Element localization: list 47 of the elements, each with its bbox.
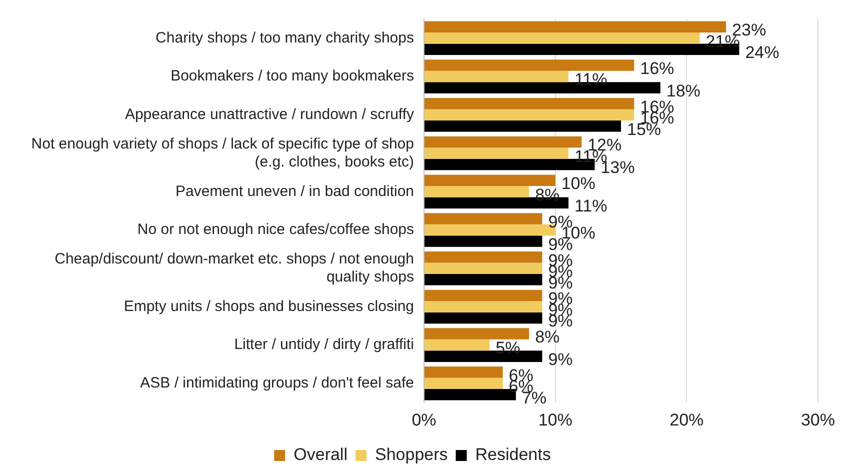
- bar: [424, 290, 542, 302]
- x-tick-label: 30%: [800, 410, 836, 430]
- y-tick-label: Charity shops / too many charity shops: [156, 29, 414, 46]
- bar: [424, 120, 621, 132]
- bar: [424, 109, 634, 121]
- data-label: 8%: [535, 327, 560, 346]
- bar: [424, 70, 568, 82]
- bar: [424, 301, 542, 312]
- bar: [424, 148, 568, 159]
- bar: [424, 186, 530, 198]
- y-tick-label: ASB / intimidating groups / don't feel safe: [140, 374, 414, 392]
- bar: [424, 136, 582, 148]
- legend-label: Residents: [475, 445, 551, 464]
- data-label: 9%: [548, 350, 573, 369]
- data-label: 24%: [745, 43, 780, 62]
- data-label: 16%: [640, 58, 674, 78]
- y-tick-label: Cheap/discount/ down-market etc. shops / not enough quality shops: [54, 250, 414, 286]
- bar: [424, 32, 700, 44]
- bar: [424, 378, 503, 390]
- bar: [424, 312, 542, 324]
- bar: [424, 328, 530, 340]
- y-tick-label: Litter / untidy / dirty / graffiti: [234, 336, 414, 354]
- bar: [424, 98, 634, 110]
- bar: [424, 251, 542, 263]
- bar: [424, 21, 726, 33]
- bar: [424, 174, 556, 186]
- bar: [424, 236, 542, 247]
- x-tick-label: 0%: [412, 410, 436, 430]
- y-tick-label: Empty units / shops and businesses closing: [124, 298, 414, 315]
- data-label: 10%: [561, 174, 596, 194]
- bar: [424, 60, 634, 71]
- x-tick-label: 20%: [670, 410, 704, 430]
- y-tick-label: Pavement uneven / in bad condition: [176, 182, 414, 200]
- legend-label: Overall: [294, 445, 348, 464]
- y-tick-label: Not enough variety of shops / lack of specific type of shop (e.g. clothes, books etc): [31, 135, 414, 170]
- bar: [424, 366, 503, 378]
- bar: [424, 339, 490, 351]
- legend-label: Shoppers: [374, 445, 448, 464]
- bar: [424, 262, 542, 274]
- y-tick-label: No or not enough nice cafes/coffee shops: [137, 221, 414, 238]
- bar: [424, 213, 542, 224]
- data-label: 11%: [574, 196, 608, 216]
- x-tick-label: 10%: [538, 410, 572, 430]
- y-tick-label: Appearance unattractive / rundown / scruffy: [124, 106, 414, 124]
- data-label: 18%: [666, 81, 700, 100]
- bar: [424, 274, 542, 286]
- y-tick-label: Bookmakers / too many bookmakers: [170, 68, 414, 85]
